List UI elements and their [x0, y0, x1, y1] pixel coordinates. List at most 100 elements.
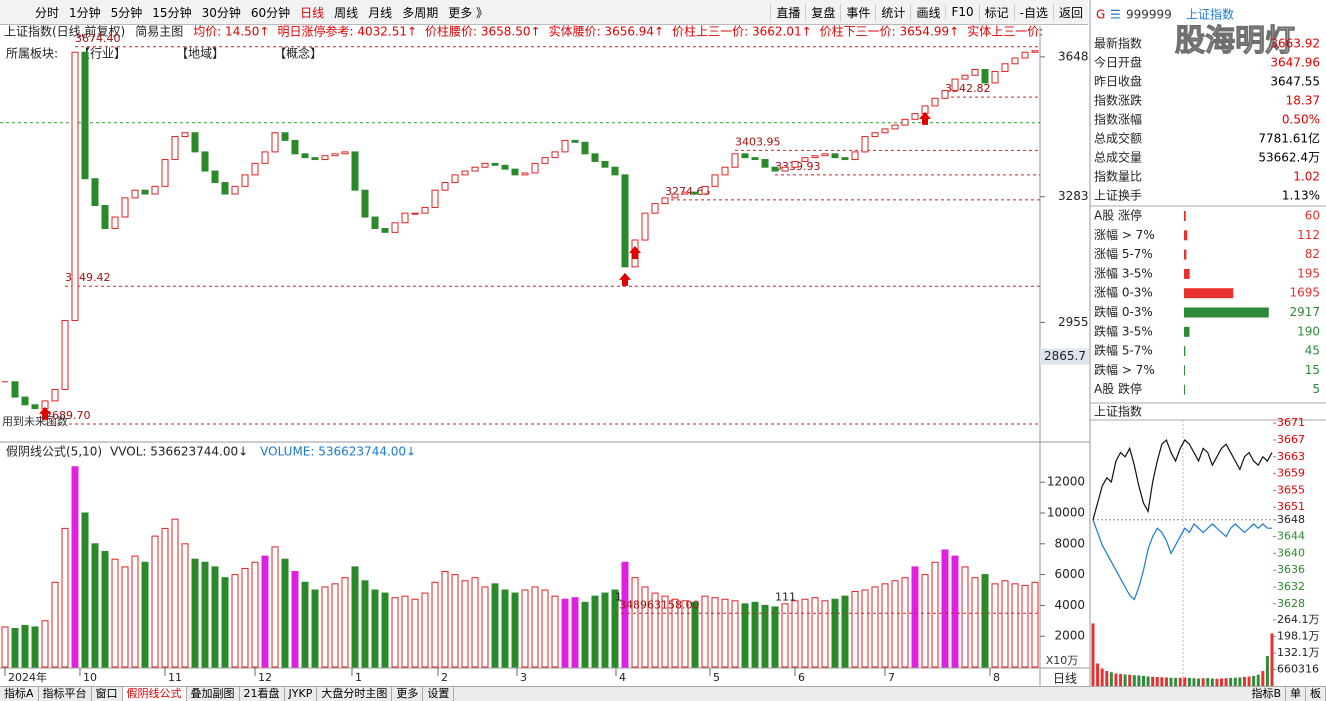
intraday-line	[1092, 438, 1273, 520]
candle	[721, 166, 729, 176]
volume-bar	[641, 586, 649, 668]
quote-value: 18.37	[1286, 94, 1320, 108]
period-button[interactable]: 周线	[334, 5, 359, 20]
x-tick-label: 2	[441, 671, 448, 684]
volume-bar	[1021, 584, 1029, 668]
volume-bar	[901, 577, 909, 668]
info-text: 【行业】	[78, 47, 126, 61]
volume-bar	[591, 595, 599, 668]
intraday-volume	[1141, 675, 1145, 686]
period-button[interactable]: 更多 》	[448, 5, 489, 20]
tool-button[interactable]: 返回	[1052, 3, 1088, 21]
period-button[interactable]: 1分钟	[69, 5, 101, 20]
candle	[271, 132, 279, 153]
tab[interactable]: 更多	[392, 687, 424, 701]
breadth-label: 跌幅 3-5%	[1094, 323, 1153, 338]
volume-bar	[601, 592, 609, 668]
candle	[701, 185, 709, 195]
info-text: 均价: 14.50↑	[193, 25, 269, 39]
candle	[691, 191, 699, 195]
tool-button[interactable]: -自选	[1013, 3, 1053, 21]
tab[interactable]: 叠加副图	[187, 687, 240, 701]
volume-bar	[291, 571, 299, 668]
y-tick-label: 3636	[1277, 563, 1305, 576]
candle	[251, 162, 259, 176]
candle	[281, 132, 289, 141]
period-button[interactable]: 分时	[35, 5, 60, 20]
breadth-bar	[1184, 211, 1186, 221]
candle	[541, 157, 549, 164]
x-tick-label: 5	[713, 671, 720, 684]
intraday-volume	[1164, 677, 1168, 686]
volume-bar	[551, 595, 559, 668]
breadth-bar	[1184, 230, 1188, 241]
tab[interactable]: 单	[1286, 687, 1306, 701]
info-text: 【概念】	[274, 46, 322, 61]
candle	[91, 178, 99, 207]
tab[interactable]: 板	[1306, 687, 1326, 701]
volume-bar	[91, 543, 99, 668]
volume-bar	[511, 592, 519, 668]
candle	[621, 174, 629, 268]
breadth-label: 跌幅 5-7%	[1094, 343, 1153, 358]
tab[interactable]: JYKP	[285, 687, 318, 701]
quote-value: 7781.61亿	[1258, 131, 1320, 146]
tool-button[interactable]: 标记	[978, 3, 1014, 21]
candle	[71, 51, 79, 321]
info-text: 价柱腰价: 3658.50↑	[425, 24, 541, 39]
tab[interactable]: 指标A	[0, 687, 39, 701]
intraday-volume	[1151, 676, 1155, 686]
tab[interactable]: 指标平台	[39, 687, 92, 701]
tool-button[interactable]: F10	[945, 5, 978, 19]
x-tick-label: 10	[83, 671, 97, 684]
period-button[interactable]: 15分钟	[152, 5, 192, 20]
volume-bar	[921, 574, 929, 668]
candle	[131, 189, 139, 199]
period-button[interactable]: 5分钟	[110, 5, 143, 20]
candle	[601, 160, 609, 168]
period-button[interactable]: 日线	[300, 5, 325, 20]
intraday-volume	[1137, 675, 1141, 686]
candle	[871, 132, 879, 138]
candle	[11, 381, 19, 398]
intraday-volume	[1123, 674, 1127, 686]
volume-bar	[21, 624, 29, 668]
candle	[751, 157, 759, 161]
tool-button[interactable]: 统计	[875, 3, 910, 21]
intraday-volume	[1233, 677, 1237, 686]
tool-button[interactable]: 事件	[840, 3, 875, 21]
info-text: 假阴线公式(5,10)	[6, 445, 102, 459]
candle	[401, 212, 409, 224]
tab[interactable]: 设置	[423, 687, 455, 701]
intraday-title: 上证指数	[1094, 404, 1142, 419]
buy-signal	[619, 272, 631, 286]
tab[interactable]: 大盘分时主图	[317, 687, 393, 701]
candle	[441, 182, 449, 191]
tool-button[interactable]: 复盘	[805, 3, 840, 21]
period-button[interactable]: 30分钟	[201, 5, 241, 20]
tab[interactable]: 指标B	[1247, 687, 1286, 701]
tool-button[interactable]: 直播	[770, 3, 805, 21]
y-tick-label: 660316	[1277, 662, 1319, 675]
icon-e: ☰	[1110, 8, 1121, 22]
cursor-box	[1040, 348, 1089, 365]
tab[interactable]: 21看盘	[240, 687, 285, 701]
volume-bar	[831, 598, 839, 668]
cursor-label: 2865.7	[1044, 349, 1086, 363]
tab[interactable]: 假阴线公式	[122, 687, 187, 701]
period-button[interactable]: 月线	[368, 5, 393, 20]
volume-bar	[681, 600, 689, 668]
volume-bar	[951, 555, 959, 668]
candle	[301, 153, 309, 159]
quote-value: 1.02	[1293, 170, 1320, 184]
volume-bar	[1011, 583, 1019, 668]
info-text: 【地域】	[176, 47, 224, 61]
quote-value: 0.50%	[1282, 113, 1320, 127]
tool-button[interactable]: 画线	[910, 3, 945, 21]
candle	[221, 182, 229, 195]
period-button[interactable]: 多周期	[402, 5, 439, 20]
volume-bar	[691, 601, 699, 668]
info-text: VVOL: 536623744.00↓	[110, 445, 248, 459]
tab[interactable]: 窗口	[92, 687, 123, 701]
period-button[interactable]: 60分钟	[250, 5, 291, 20]
